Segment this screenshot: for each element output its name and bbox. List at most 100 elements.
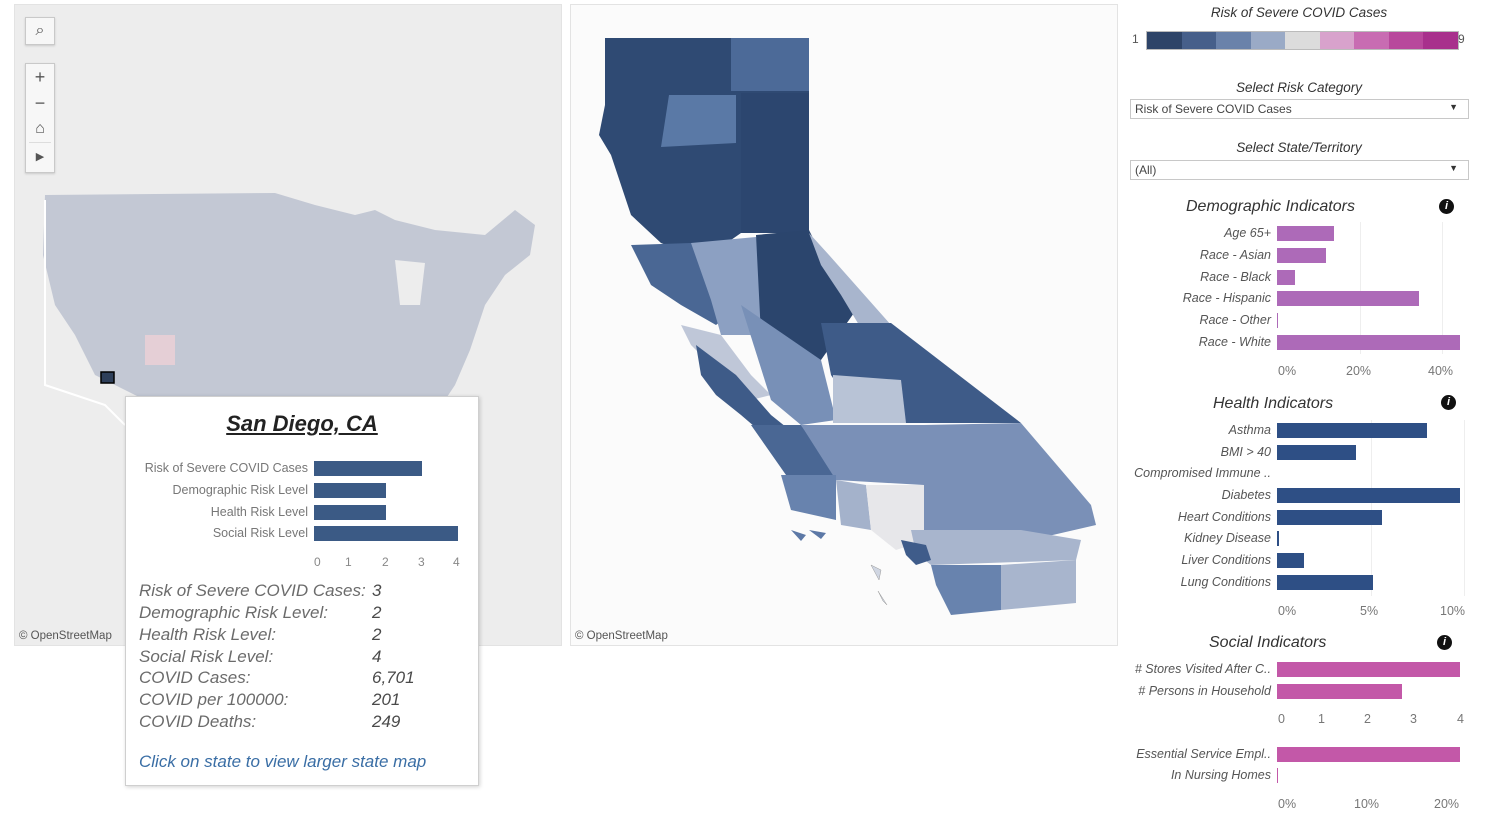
health-bar-row: Heart Conditions [1124,509,1486,527]
info-icon[interactable]: i [1437,635,1452,650]
demographic-bar-row: Age 65+ [1124,225,1486,243]
bar[interactable] [1277,488,1460,503]
info-icon[interactable]: i [1439,199,1454,214]
tooltip-title: San Diego, CA [226,411,378,436]
bar-label: Race - Asian [1199,248,1271,262]
risk-category-dropdown[interactable]: Risk of Severe COVID Cases ▼ [1130,99,1469,119]
bar[interactable] [1277,575,1373,590]
zoom-in-icon[interactable]: + [34,66,46,87]
bar[interactable] [1277,423,1427,438]
tooltip-bar-label: Social Risk Level [212,526,308,540]
stat-value: 2 [372,603,382,622]
axis-tick: 5% [1360,604,1379,618]
tooltip-axis-tick: 1 [345,555,352,569]
bar-label: Race - Hispanic [1182,291,1271,305]
bar-label: Essential Service Empl.. [1136,747,1271,761]
axis-tick: 3 [1410,712,1417,726]
bar[interactable] [1277,445,1356,460]
legend-swatch [1250,32,1285,49]
view-state-map-link[interactable]: Click on state to view larger state map [139,752,427,771]
stat-value: 4 [372,647,382,666]
axis-tick: 10% [1354,797,1380,811]
bar[interactable] [1277,335,1460,350]
social-bar-row: Essential Service Empl.. [1124,746,1486,764]
health-title: Health Indicators [1213,395,1334,412]
axis-tick: 2 [1364,712,1371,726]
bar[interactable] [1277,747,1460,762]
stat-value: 249 [372,712,401,731]
stat-label: COVID Cases: [139,668,251,687]
bar[interactable] [1277,291,1419,306]
tooltip-axis-tick: 4 [453,555,460,569]
bar[interactable] [1277,768,1278,783]
bar[interactable] [1277,684,1402,699]
home-icon[interactable]: ⌂ [35,120,45,137]
legend-swatch [1147,32,1182,49]
bar-label: # Stores Visited After C.. [1134,662,1271,676]
bar[interactable] [1277,662,1460,677]
legend-title: Risk of Severe COVID Cases [1210,5,1388,20]
axis-tick: 0 [1278,712,1285,726]
bar[interactable] [1277,531,1279,546]
bar-label: Compromised Immune .. [1134,466,1271,480]
state-filter-label: Select State/Territory [1236,140,1362,155]
bar-label: Kidney Disease [1184,531,1271,545]
health-bar-row: BMI > 40 [1124,444,1486,462]
map-attribution[interactable]: © OpenStreetMap [19,630,112,642]
tooltip-bar-label: Risk of Severe COVID Cases [144,461,308,475]
map-attribution[interactable]: © OpenStreetMap [575,630,668,642]
stat-label: Health Risk Level: [139,625,277,644]
bar[interactable] [1277,226,1334,241]
demographic-bar-row: Race - Other [1124,312,1486,330]
health-bar-row: Lung Conditions [1124,574,1486,592]
tooltip-bar [314,483,386,498]
info-icon[interactable]: i [1441,395,1456,410]
social-bar-row: In Nursing Homes [1124,767,1486,785]
bar-label: In Nursing Homes [1170,768,1271,782]
risk-category-value: Risk of Severe COVID Cases [1135,102,1292,116]
tooltip-axis-tick: 0 [314,555,321,569]
health-bar-row: Liver Conditions [1124,552,1486,570]
chevron-down-icon: ▼ [1449,163,1458,173]
tooltip-bar-row: Health Risk Level [126,505,480,521]
bar[interactable] [1277,248,1326,263]
legend-swatch [1354,32,1389,49]
right-panel: Risk of Severe COVID Cases 1 9 Select Ri… [1124,0,1486,819]
stat-value: 3 [372,581,382,600]
search-icon[interactable]: ⌕ [35,22,45,39]
social-bar-row: # Stores Visited After C.. [1124,661,1486,679]
play-icon[interactable]: ▶ [35,150,45,163]
risk-category-label: Select Risk Category [1235,80,1363,95]
bar-label: Age 65+ [1224,226,1271,240]
tooltip-bar [314,526,458,541]
zoom-out-icon[interactable]: − [34,92,46,113]
axis-tick: 40% [1428,364,1454,378]
tooltip-bar [314,505,386,520]
stat-value: 2 [372,625,382,644]
legend-swatch [1216,32,1251,49]
stat-label: Social Risk Level: [139,647,274,666]
tooltip-bar-row: Demographic Risk Level [126,483,480,499]
bar-label: Race - White [1198,335,1271,349]
axis-tick: 10% [1440,604,1466,618]
state-value: (All) [1135,163,1157,177]
legend-min: 1 [1132,32,1139,46]
state-dropdown[interactable]: (All) ▼ [1130,160,1469,180]
stat-label: COVID Deaths: [139,712,257,731]
bar-label: Race - Black [1200,270,1271,284]
legend-max: 9 [1458,32,1465,46]
axis-tick: 20% [1434,797,1460,811]
bar[interactable] [1277,270,1295,285]
demographic-bar-row: Race - Asian [1124,247,1486,265]
bar-label: Heart Conditions [1177,510,1271,524]
stat-label: Risk of Severe COVID Cases: [139,581,366,600]
map-search-button[interactable]: ⌕ [25,17,55,45]
bar[interactable] [1277,510,1382,525]
axis-tick: 0% [1278,797,1297,811]
bar[interactable] [1277,553,1304,568]
state-county-map[interactable]: © OpenStreetMap [570,4,1118,646]
legend-swatch [1181,32,1216,49]
bar[interactable] [1277,313,1278,328]
health-bar-row: Asthma [1124,422,1486,440]
tooltip-bar [314,461,422,476]
